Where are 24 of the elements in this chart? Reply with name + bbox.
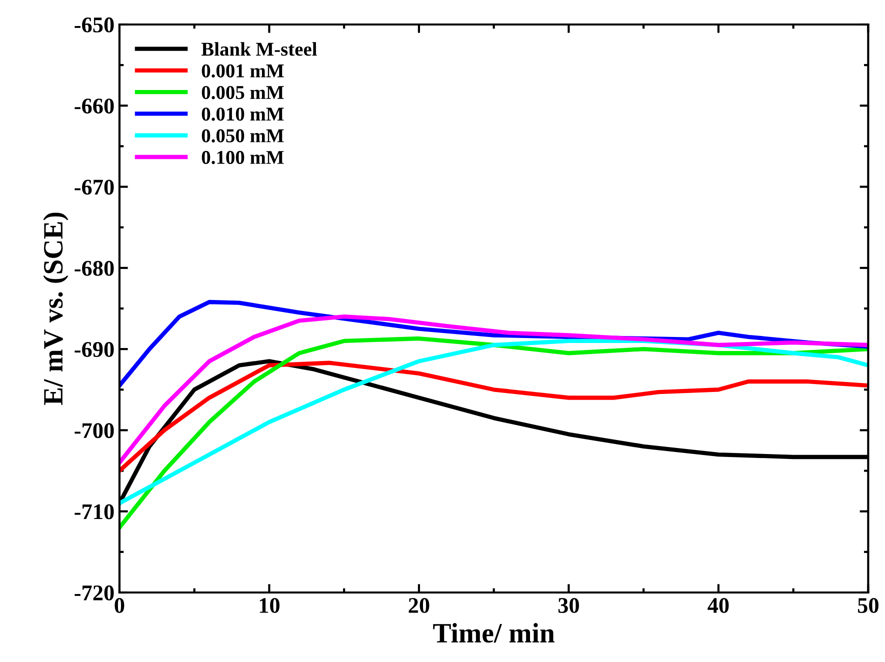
x-tick-label: 0 — [114, 598, 124, 613]
line-series — [119, 360, 868, 473]
x-tick-label: 50 — [858, 598, 878, 613]
line-series — [119, 314, 868, 465]
y-tick-label: -670 — [74, 180, 114, 195]
legend-label: 0.001 mM — [202, 64, 284, 78]
y-tick-label: -690 — [74, 342, 114, 357]
legend-label: Blank M-steel — [201, 42, 317, 56]
y-tick-label: -700 — [74, 423, 114, 438]
y-tick-label: -680 — [74, 260, 114, 276]
y-tick-label: -720 — [74, 585, 114, 600]
y-tick-label: -710 — [74, 504, 114, 520]
x-tick-label: 30 — [558, 598, 579, 613]
legend-label: 0.050 mM — [202, 129, 284, 142]
legend-label: 0.100 mM — [202, 150, 284, 164]
y-axis-title: E/ mV vs. (SCE) — [43, 212, 68, 406]
x-axis-title: Time/ min — [433, 623, 555, 643]
legend-label: 0.005 mM — [202, 86, 284, 100]
y-tick-label: -660 — [74, 98, 114, 114]
x-tick-label: 40 — [708, 598, 729, 613]
x-tick-label: 20 — [408, 598, 430, 613]
y-tick-label: -650 — [74, 17, 114, 32]
x-tick-label: 10 — [260, 598, 280, 613]
legend-label: 0.010 mM — [202, 108, 284, 121]
